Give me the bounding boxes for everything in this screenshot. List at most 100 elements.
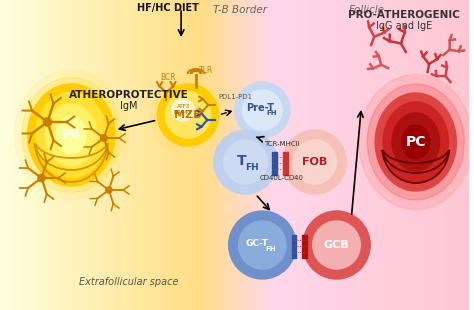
Text: IgM: IgM: [120, 101, 137, 111]
Ellipse shape: [36, 92, 107, 178]
Bar: [266, 0, 271, 310]
Bar: [203, 0, 208, 310]
Bar: [344, 0, 349, 310]
Bar: [113, 0, 118, 310]
Bar: [446, 0, 451, 310]
Ellipse shape: [383, 102, 448, 182]
Bar: [302, 246, 307, 251]
Bar: [328, 0, 333, 310]
Circle shape: [293, 140, 337, 184]
Circle shape: [238, 221, 286, 269]
Text: TCR-MHCII: TCR-MHCII: [264, 141, 300, 147]
Bar: [153, 0, 157, 310]
Bar: [293, 0, 298, 310]
Bar: [23, 0, 28, 310]
Text: Follicle: Follicle: [348, 5, 384, 15]
Bar: [121, 0, 126, 310]
Bar: [465, 0, 470, 310]
Bar: [285, 0, 291, 310]
Text: TLR: TLR: [199, 66, 213, 75]
Bar: [188, 0, 192, 310]
Bar: [395, 0, 400, 310]
Text: FH: FH: [246, 162, 259, 171]
Bar: [419, 0, 423, 310]
Text: GC-T: GC-T: [246, 240, 269, 249]
Bar: [94, 0, 99, 310]
Bar: [19, 0, 25, 310]
Bar: [101, 0, 107, 310]
Bar: [235, 0, 239, 310]
Text: FH: FH: [266, 110, 276, 116]
Bar: [207, 0, 212, 310]
Bar: [90, 0, 95, 310]
Text: PC: PC: [406, 135, 426, 149]
Bar: [238, 0, 244, 310]
Ellipse shape: [56, 116, 86, 154]
Bar: [320, 0, 326, 310]
Circle shape: [150, 77, 226, 153]
Bar: [0, 0, 5, 310]
Circle shape: [303, 211, 370, 279]
Circle shape: [172, 99, 194, 121]
Bar: [78, 0, 83, 310]
Bar: [375, 0, 380, 310]
Text: BCR: BCR: [161, 73, 176, 82]
Bar: [180, 0, 185, 310]
Circle shape: [313, 221, 360, 269]
Bar: [442, 0, 447, 310]
Bar: [137, 0, 142, 310]
Bar: [430, 0, 435, 310]
Text: GCB: GCB: [324, 240, 349, 250]
Bar: [283, 157, 288, 162]
Text: PDL1-PD1: PDL1-PD1: [219, 94, 253, 100]
Bar: [278, 0, 283, 310]
Circle shape: [214, 130, 277, 194]
Bar: [82, 0, 87, 310]
Bar: [292, 234, 296, 240]
Bar: [372, 0, 376, 310]
Text: FH: FH: [265, 246, 275, 252]
Bar: [438, 0, 443, 310]
Bar: [35, 0, 40, 310]
Bar: [391, 0, 396, 310]
Bar: [360, 0, 365, 310]
Bar: [302, 253, 307, 258]
Bar: [270, 0, 275, 310]
Text: FOB: FOB: [302, 157, 328, 167]
Circle shape: [165, 92, 211, 138]
Bar: [8, 0, 13, 310]
Bar: [340, 0, 345, 310]
Ellipse shape: [27, 84, 115, 186]
Bar: [74, 0, 79, 310]
Bar: [309, 0, 314, 310]
Bar: [4, 0, 9, 310]
Bar: [156, 0, 161, 310]
Circle shape: [106, 187, 112, 193]
Bar: [164, 0, 169, 310]
Circle shape: [38, 174, 45, 182]
Bar: [313, 0, 318, 310]
Circle shape: [228, 211, 296, 279]
Bar: [242, 0, 247, 310]
Bar: [292, 253, 296, 258]
Bar: [301, 0, 306, 310]
Bar: [215, 0, 220, 310]
Text: T: T: [237, 154, 246, 168]
Bar: [141, 0, 146, 310]
Bar: [434, 0, 439, 310]
Bar: [283, 163, 288, 169]
Bar: [283, 170, 288, 175]
Bar: [272, 170, 277, 175]
Bar: [305, 0, 310, 310]
Bar: [258, 0, 263, 310]
Bar: [332, 0, 337, 310]
Bar: [292, 241, 296, 246]
Text: Pre-T: Pre-T: [246, 103, 274, 113]
Bar: [191, 0, 197, 310]
Bar: [302, 241, 307, 246]
Bar: [272, 152, 277, 157]
Text: CD40L-CD40: CD40L-CD40: [260, 175, 304, 181]
Bar: [379, 0, 384, 310]
Ellipse shape: [359, 74, 473, 210]
Bar: [227, 0, 232, 310]
